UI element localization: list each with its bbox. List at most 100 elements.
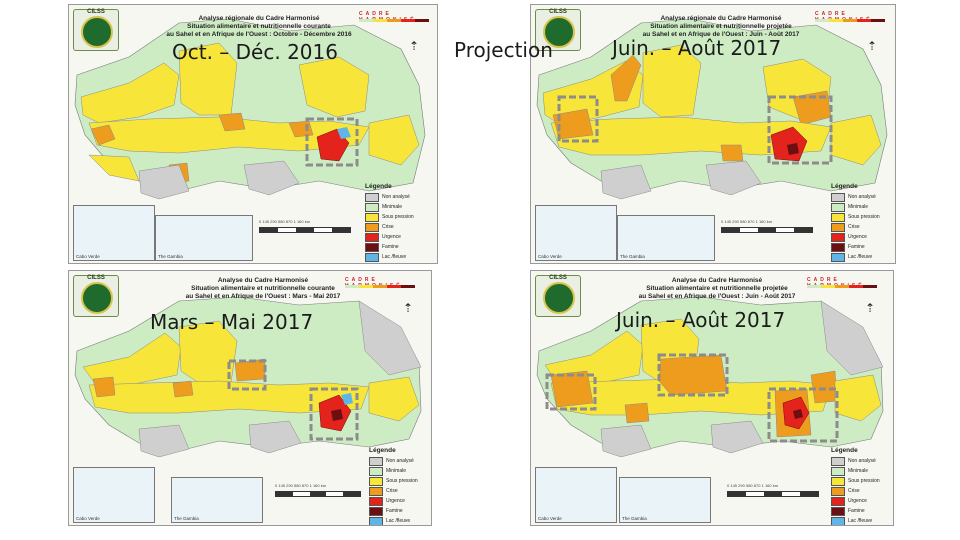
hotspot-box <box>309 387 359 441</box>
region-not-analysed <box>820 300 884 376</box>
legend-swatch <box>369 506 383 516</box>
scale-bar <box>727 491 819 497</box>
phase-color-bar <box>359 19 429 22</box>
map-panel-oct-dec-2016: CILSS Analyse régionale du Cadre Harmoni… <box>68 4 438 264</box>
region-stressed <box>550 116 832 156</box>
legend-swatch <box>365 192 379 202</box>
scale-bar <box>275 491 361 497</box>
west-africa-map <box>74 18 426 200</box>
hotspot-box <box>305 117 359 167</box>
legend-swatch <box>831 486 845 496</box>
region-not-analysed <box>705 160 762 196</box>
region-famine <box>787 143 799 155</box>
legend-swatch <box>365 222 379 232</box>
legend-swatch <box>831 212 845 222</box>
legend: Légende Non analysé Minimale Sous pressi… <box>369 447 418 525</box>
north-arrow-icon: ⇡ <box>865 301 876 315</box>
scale-ticks: 0 145 290 580 870 1 160 km <box>727 483 779 488</box>
region-stressed <box>80 62 180 124</box>
hotspot-box <box>545 373 597 411</box>
legend-swatch <box>365 202 379 212</box>
region-not-analysed <box>600 164 652 200</box>
phase-color-bar <box>807 285 877 288</box>
gambia-inset: The Gambia <box>171 477 263 523</box>
region-crisis <box>624 402 650 424</box>
period-caption-oct-dec-2016: Oct. – Déc. 2016 <box>172 40 338 64</box>
gambia-inset: The Gambia <box>619 477 711 523</box>
region-crisis <box>172 380 194 398</box>
region-stressed <box>88 154 140 182</box>
legend-swatch <box>831 202 845 212</box>
north-arrow-icon: ⇡ <box>867 39 878 53</box>
map-title: Analyse du Cadre Harmonisé Situation ali… <box>638 277 796 300</box>
cilss-logo: CILSS <box>73 9 119 51</box>
scale-ticks: 0 145 290 580 870 1 160 km <box>275 483 327 488</box>
legend-swatch <box>831 242 845 252</box>
legend-swatch <box>831 252 845 262</box>
map-panel-jun-aug-2017: CILSS Analyse du Cadre Harmonisé Situati… <box>530 270 894 526</box>
legend-swatch <box>831 516 845 525</box>
phase-color-bar <box>345 285 415 288</box>
region-not-analysed <box>243 160 300 196</box>
hotspot-box <box>767 387 839 443</box>
region-famine <box>793 409 803 419</box>
hotspot-box <box>557 95 599 143</box>
cabo-verde-inset: Cabo Verde <box>73 205 155 261</box>
north-arrow-icon: ⇡ <box>409 39 420 53</box>
cilss-logo: CILSS <box>535 9 581 51</box>
scale-ticks: 0 145 290 580 870 1 160 km <box>259 219 311 224</box>
region-crisis <box>218 112 246 132</box>
region-crisis <box>90 124 116 146</box>
region-not-analysed <box>138 424 190 458</box>
legend-swatch <box>831 232 845 242</box>
cabo-verde-inset: Cabo Verde <box>535 467 617 523</box>
legend-swatch <box>369 516 383 525</box>
gambia-inset: The Gambia <box>617 215 715 261</box>
region-stressed <box>368 376 420 422</box>
map-title: Analyse régionale du Cadre Harmonisé Sit… <box>166 15 352 38</box>
legend-swatch <box>831 222 845 232</box>
gambia-inset: The Gambia <box>155 215 253 261</box>
map-panel-jun-aug-2017-projection: CILSS Analyse régionale du Cadre Harmoni… <box>530 4 896 264</box>
west-africa-map <box>536 18 888 200</box>
legend-swatch <box>369 496 383 506</box>
hotspot-box <box>227 359 267 391</box>
legend: Légende Non analysé Minimale Sous pressi… <box>831 447 880 525</box>
west-africa-map <box>74 296 422 458</box>
legend-swatch <box>831 496 845 506</box>
legend-swatch <box>831 506 845 516</box>
cabo-verde-inset: Cabo Verde <box>535 205 617 261</box>
region-crisis <box>552 108 594 140</box>
projection-label: Projection <box>454 38 553 62</box>
region-crisis <box>658 354 728 396</box>
legend-swatch <box>831 476 845 486</box>
region-stressed <box>642 44 702 118</box>
region-crisis <box>610 54 642 102</box>
period-caption-mar-may-2017: Mars – Mai 2017 <box>150 310 314 334</box>
region-crisis <box>810 370 838 404</box>
region-not-analysed <box>710 420 764 454</box>
cabo-verde-inset: Cabo Verde <box>73 467 155 523</box>
legend-swatch <box>369 466 383 476</box>
legend-swatch <box>831 192 845 202</box>
legend: Légende Non analysé Minimale Sous pressi… <box>365 183 414 262</box>
map-title: Analyse du Cadre Harmonisé Situation ali… <box>185 277 341 300</box>
region-crisis <box>720 144 744 162</box>
map-title: Analyse régionale du Cadre Harmonisé Sit… <box>642 15 800 38</box>
phase-color-bar <box>815 19 885 22</box>
region-water <box>341 393 353 405</box>
region-water <box>337 127 351 139</box>
scale-ticks: 0 145 290 580 870 1 160 km <box>721 219 773 224</box>
region-crisis <box>92 376 116 398</box>
region-stressed <box>834 374 882 422</box>
north-arrow-icon: ⇡ <box>403 301 414 315</box>
legend-swatch <box>369 456 383 466</box>
legend: Légende Non analysé Minimale Sous pressi… <box>831 183 880 262</box>
scale-bar <box>721 227 813 233</box>
legend-swatch <box>831 466 845 476</box>
hotspot-box <box>767 95 833 165</box>
cilss-logo: CILSS <box>535 275 581 317</box>
legend-swatch <box>365 232 379 242</box>
region-stressed <box>88 380 370 414</box>
legend-swatch <box>365 212 379 222</box>
